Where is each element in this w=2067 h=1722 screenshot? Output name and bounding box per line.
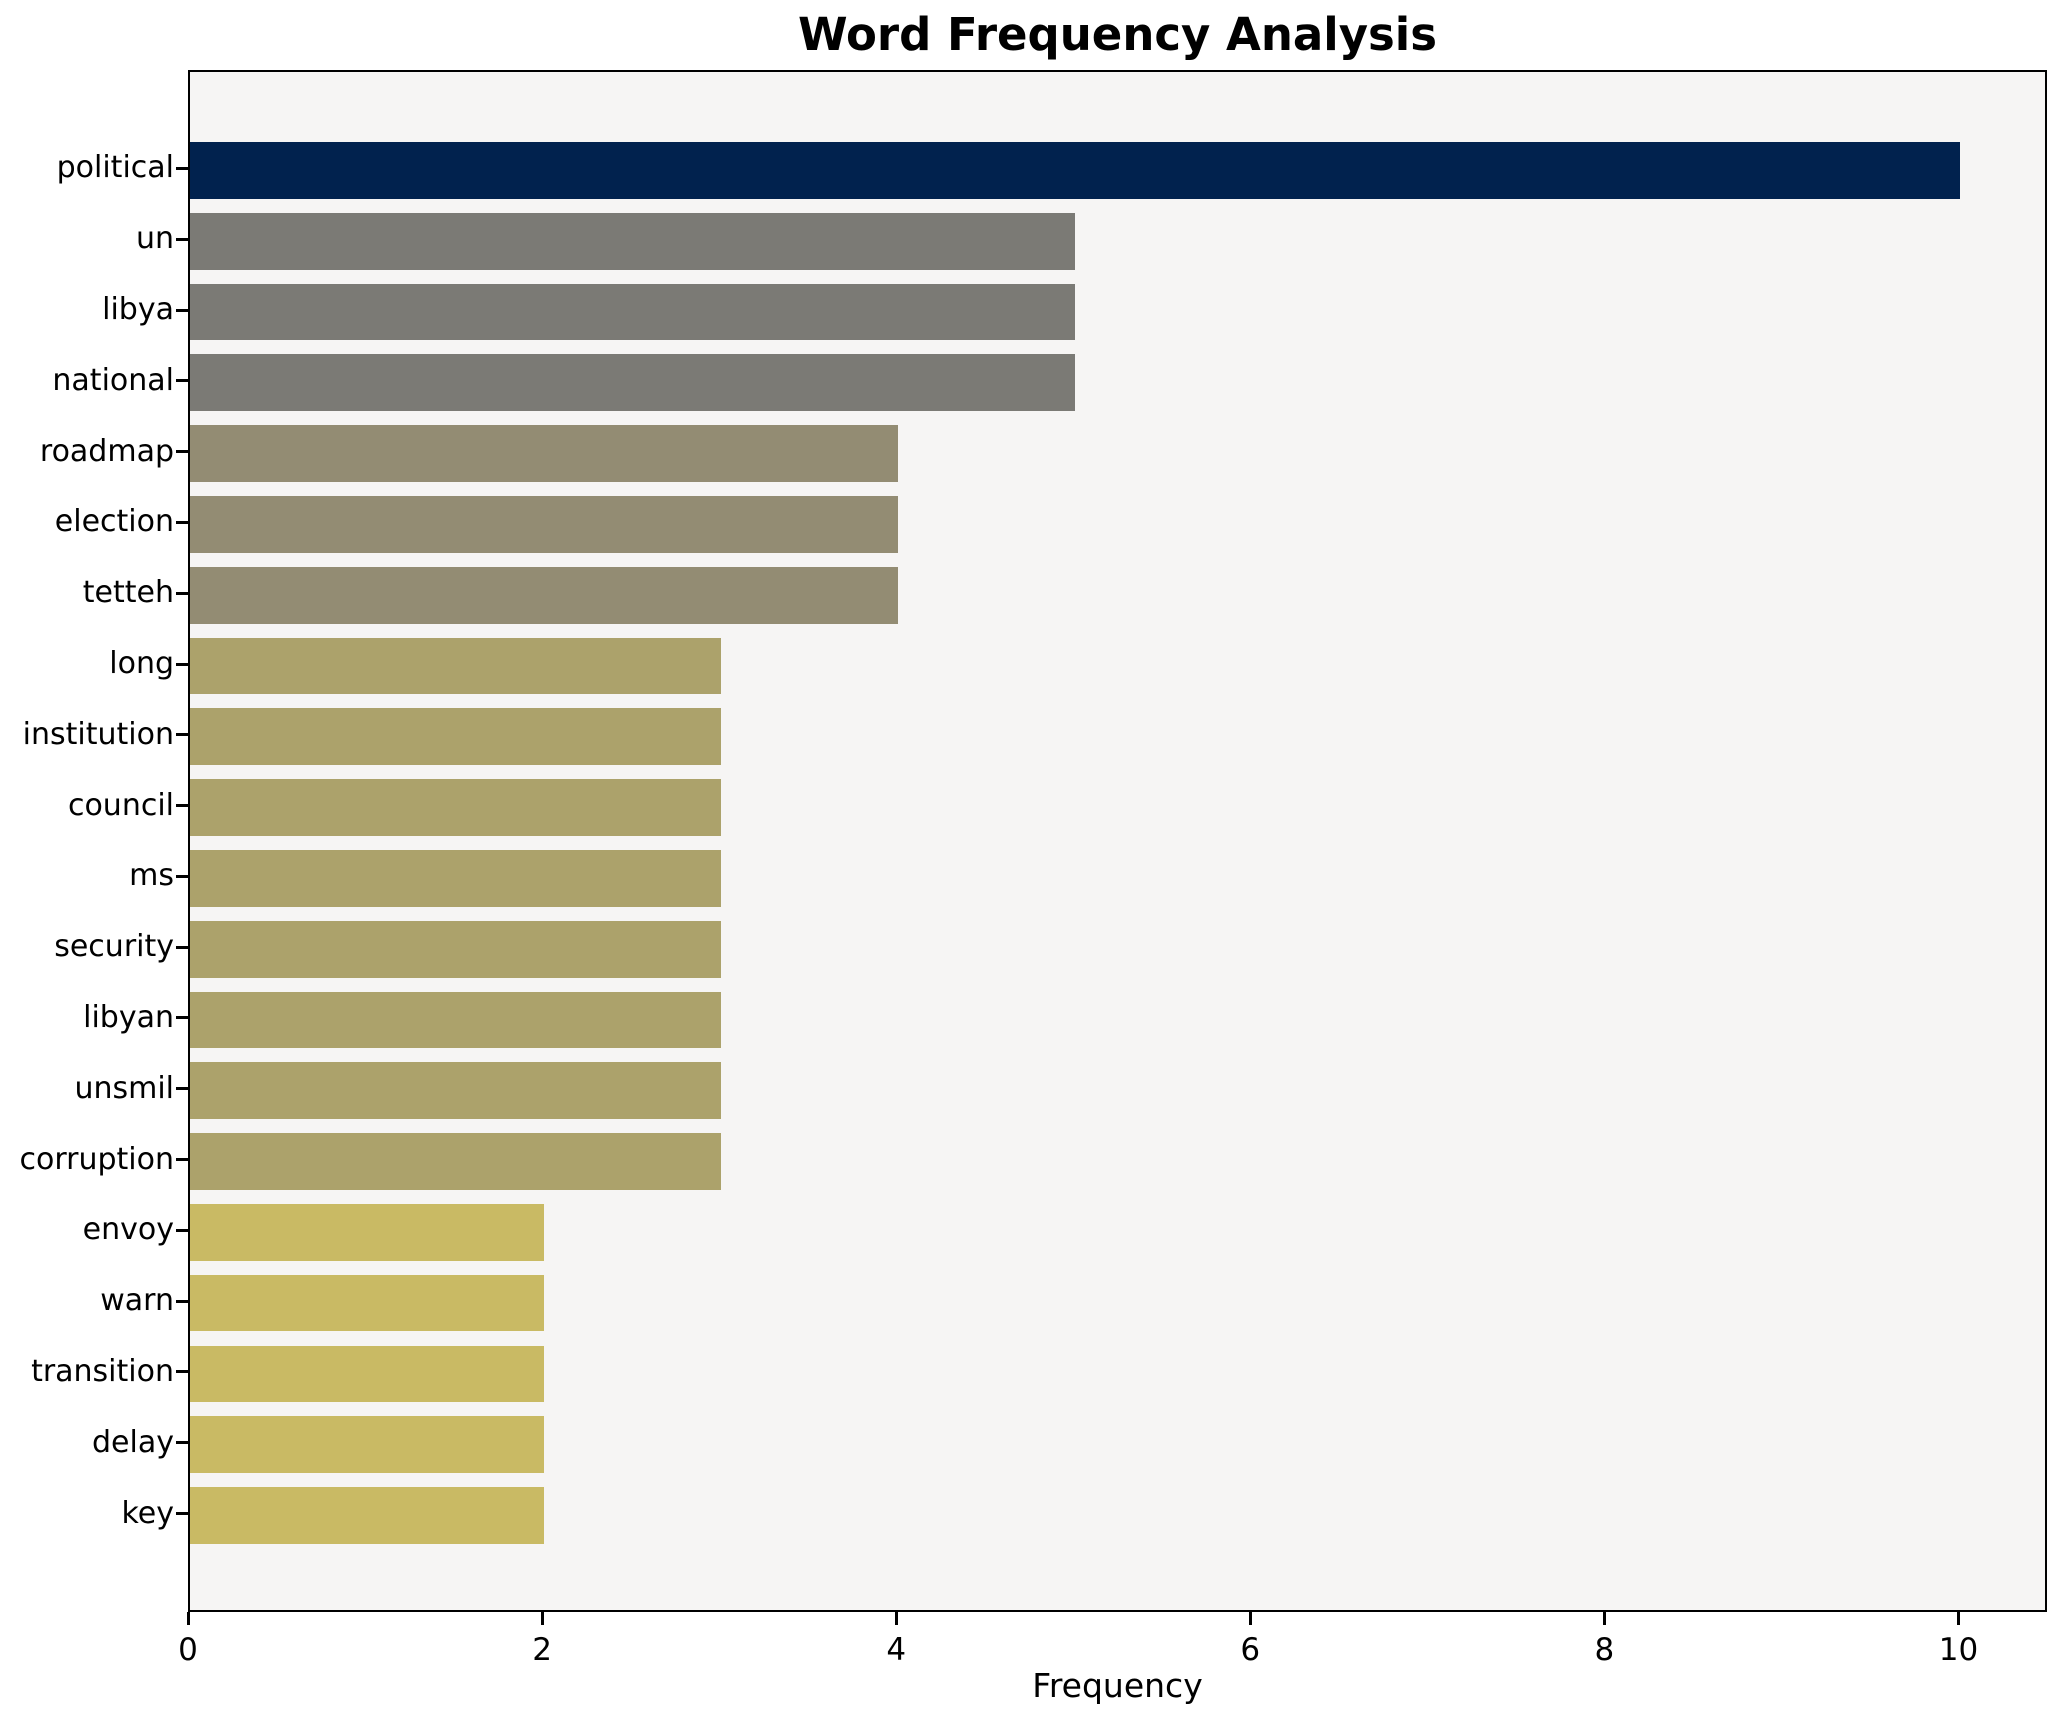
x-tick-label-0: 0 xyxy=(178,1632,198,1668)
y-tick-mark xyxy=(176,1512,188,1516)
y-tick-label-envoy: envoy xyxy=(82,1212,174,1248)
y-tick-label-roadmap: roadmap xyxy=(39,433,174,469)
x-axis-label: Frequency xyxy=(1032,1666,1203,1705)
y-tick-mark xyxy=(176,1441,188,1445)
y-tick-mark xyxy=(176,1370,188,1374)
x-tick-label-10: 10 xyxy=(1938,1632,1979,1668)
bar-libyan xyxy=(190,991,722,1049)
x-tick-mark xyxy=(894,1612,898,1625)
y-tick-mark xyxy=(176,662,188,666)
bar-security xyxy=(190,920,722,978)
y-tick-mark xyxy=(176,1158,188,1162)
bar-national xyxy=(190,354,1076,412)
bar-political xyxy=(190,142,1961,199)
x-tick-label-6: 6 xyxy=(1240,1632,1261,1668)
x-tick-label-4: 4 xyxy=(886,1632,907,1668)
y-tick-label-council: council xyxy=(67,787,174,823)
bar-institution xyxy=(190,708,722,766)
y-tick-label-libyan: libyan xyxy=(83,999,174,1035)
bar-envoy xyxy=(190,1204,545,1261)
y-tick-label-transition: transition xyxy=(31,1353,174,1389)
y-tick-mark xyxy=(176,874,188,878)
y-tick-label-key: key xyxy=(121,1495,174,1531)
plot-area xyxy=(188,70,2047,1612)
y-tick-mark xyxy=(176,1299,188,1303)
x-tick-label-2: 2 xyxy=(532,1632,552,1668)
x-tick-mark xyxy=(1602,1612,1606,1625)
y-tick-mark xyxy=(176,379,188,383)
y-tick-mark xyxy=(176,1087,188,1091)
y-tick-mark xyxy=(176,166,188,170)
y-tick-label-delay: delay xyxy=(92,1424,174,1460)
y-tick-label-ms: ms xyxy=(129,858,174,894)
bar-unsmil xyxy=(190,1062,722,1120)
bar-libya xyxy=(190,283,1076,341)
y-tick-mark xyxy=(176,308,188,312)
y-tick-mark xyxy=(176,945,188,949)
y-tick-label-long: long xyxy=(109,646,174,681)
bar-council xyxy=(190,779,722,836)
bar-corruption xyxy=(190,1133,722,1190)
bar-delay xyxy=(190,1416,545,1474)
bar-roadmap xyxy=(190,425,899,482)
y-tick-mark xyxy=(176,520,188,524)
y-tick-label-security: security xyxy=(54,929,174,965)
x-tick-mark xyxy=(540,1612,544,1625)
y-tick-label-unsmil: unsmil xyxy=(74,1070,174,1106)
y-tick-mark xyxy=(176,1228,188,1232)
y-tick-label-tetteh: tetteh xyxy=(82,575,174,611)
bar-key xyxy=(190,1487,545,1544)
bar-long xyxy=(190,637,722,695)
bar-warn xyxy=(190,1274,545,1332)
x-tick-mark xyxy=(186,1612,190,1625)
bar-un xyxy=(190,212,1076,270)
y-tick-label-un: un xyxy=(135,221,174,257)
x-tick-mark xyxy=(1248,1612,1252,1625)
x-tick-label-8: 8 xyxy=(1594,1632,1615,1668)
y-tick-mark xyxy=(176,733,188,737)
y-tick-mark xyxy=(176,591,188,595)
x-tick-mark xyxy=(1956,1612,1960,1625)
y-tick-label-national: national xyxy=(52,362,174,398)
chart-title: Word Frequency Analysis xyxy=(797,8,1438,61)
y-tick-mark xyxy=(176,237,188,241)
y-tick-mark xyxy=(176,450,188,454)
bar-election xyxy=(190,496,899,553)
y-tick-mark xyxy=(176,804,188,808)
y-tick-label-institution: institution xyxy=(22,716,174,752)
bar-transition xyxy=(190,1345,545,1403)
y-tick-label-corruption: corruption xyxy=(19,1141,174,1177)
bar-ms xyxy=(190,850,722,907)
y-tick-mark xyxy=(176,1016,188,1020)
y-tick-label-election: election xyxy=(54,504,174,540)
y-tick-label-libya: libya xyxy=(102,292,174,327)
bar-tetteh xyxy=(190,566,899,624)
y-tick-label-warn: warn xyxy=(100,1283,174,1319)
y-tick-label-political: political xyxy=(56,150,174,186)
